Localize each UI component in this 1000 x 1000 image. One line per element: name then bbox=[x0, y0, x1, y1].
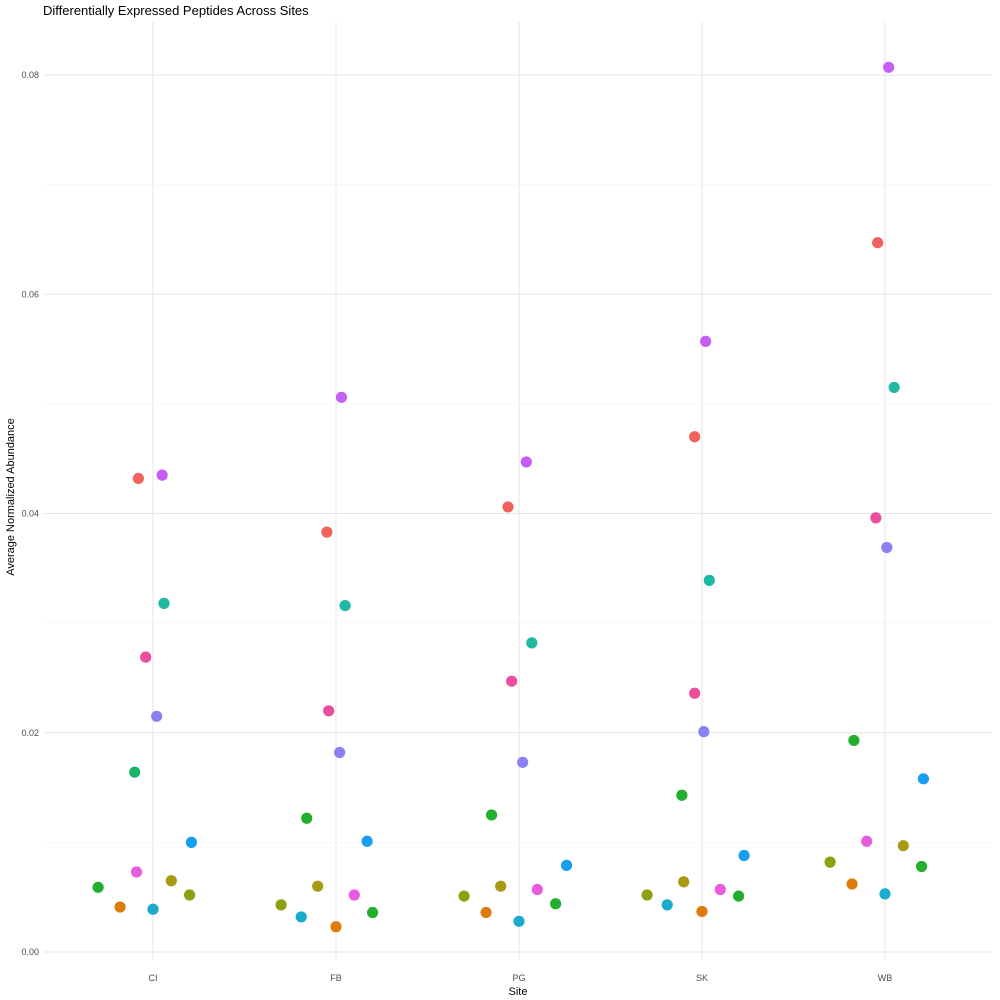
data-point bbox=[870, 512, 882, 524]
data-point bbox=[184, 889, 196, 901]
data-point bbox=[92, 881, 104, 893]
data-point bbox=[883, 61, 895, 73]
data-point bbox=[323, 705, 335, 717]
data-point bbox=[513, 915, 525, 927]
data-point bbox=[156, 469, 168, 481]
data-point bbox=[321, 526, 333, 538]
y-tick-label: 0.04 bbox=[21, 509, 39, 519]
data-point bbox=[872, 237, 884, 249]
data-point bbox=[689, 687, 701, 699]
data-point bbox=[301, 812, 313, 824]
data-point bbox=[698, 726, 710, 738]
data-point bbox=[506, 675, 518, 687]
data-point bbox=[129, 766, 141, 778]
data-point bbox=[458, 890, 470, 902]
data-point bbox=[114, 901, 126, 913]
data-point bbox=[848, 734, 860, 747]
x-tick-label: SK bbox=[696, 973, 708, 983]
y-tick-label: 0.06 bbox=[21, 289, 39, 299]
data-point bbox=[140, 651, 152, 663]
data-point bbox=[130, 866, 143, 878]
data-point bbox=[738, 849, 750, 862]
data-point bbox=[361, 835, 373, 847]
data-point bbox=[330, 921, 342, 933]
data-point bbox=[733, 890, 745, 902]
data-point bbox=[888, 381, 900, 394]
data-point bbox=[520, 456, 532, 468]
x-tick-label: CI bbox=[149, 973, 158, 983]
data-point bbox=[861, 835, 873, 847]
data-point bbox=[550, 898, 562, 910]
data-point bbox=[526, 637, 538, 649]
data-point bbox=[495, 880, 507, 892]
data-point bbox=[700, 335, 712, 347]
data-point bbox=[560, 859, 573, 871]
y-tick-label: 0.02 bbox=[21, 728, 39, 738]
y-axis-title: Average Normalized Abundance bbox=[5, 418, 17, 576]
data-point bbox=[339, 599, 351, 612]
y-tick-label: 0.00 bbox=[21, 947, 39, 957]
x-axis-title: Site bbox=[509, 986, 528, 998]
data-point bbox=[689, 431, 701, 443]
data-points bbox=[92, 61, 930, 933]
data-point bbox=[132, 472, 144, 485]
data-point bbox=[641, 889, 653, 901]
data-point bbox=[335, 391, 348, 403]
data-point bbox=[824, 856, 836, 868]
y-tick-label: 0.08 bbox=[21, 70, 39, 80]
data-point bbox=[703, 574, 715, 586]
x-tick-label: WB bbox=[878, 973, 893, 983]
data-point bbox=[714, 883, 726, 896]
data-point bbox=[158, 597, 170, 609]
data-point bbox=[517, 756, 529, 768]
data-point bbox=[480, 906, 492, 919]
data-point bbox=[502, 501, 514, 513]
y-tick-labels: 0.00 0.02 0.04 0.06 0.08 bbox=[21, 70, 39, 957]
data-point bbox=[676, 789, 688, 801]
data-point bbox=[531, 883, 543, 896]
data-point bbox=[897, 840, 909, 852]
x-tick-labels: CI FB PG SK WB bbox=[149, 973, 893, 983]
data-point bbox=[147, 903, 159, 915]
data-point bbox=[275, 899, 287, 911]
data-point bbox=[367, 906, 379, 919]
data-point bbox=[881, 541, 893, 554]
data-point bbox=[165, 875, 177, 887]
data-point bbox=[295, 911, 307, 923]
data-point bbox=[879, 888, 891, 900]
data-point bbox=[312, 880, 324, 892]
x-tick-label: PG bbox=[512, 973, 525, 983]
data-point bbox=[185, 836, 198, 848]
data-point bbox=[334, 746, 346, 759]
x-tick-label: FB bbox=[330, 973, 342, 983]
data-point bbox=[846, 878, 858, 890]
data-point bbox=[151, 710, 163, 722]
grid bbox=[44, 22, 992, 960]
data-point bbox=[916, 860, 928, 873]
data-point bbox=[661, 899, 673, 911]
data-point bbox=[678, 876, 690, 888]
data-point bbox=[485, 809, 498, 821]
data-point bbox=[917, 773, 930, 785]
data-point bbox=[348, 889, 360, 901]
data-point bbox=[696, 905, 708, 918]
chart-title: Differentially Expressed Peptides Across… bbox=[43, 3, 309, 18]
